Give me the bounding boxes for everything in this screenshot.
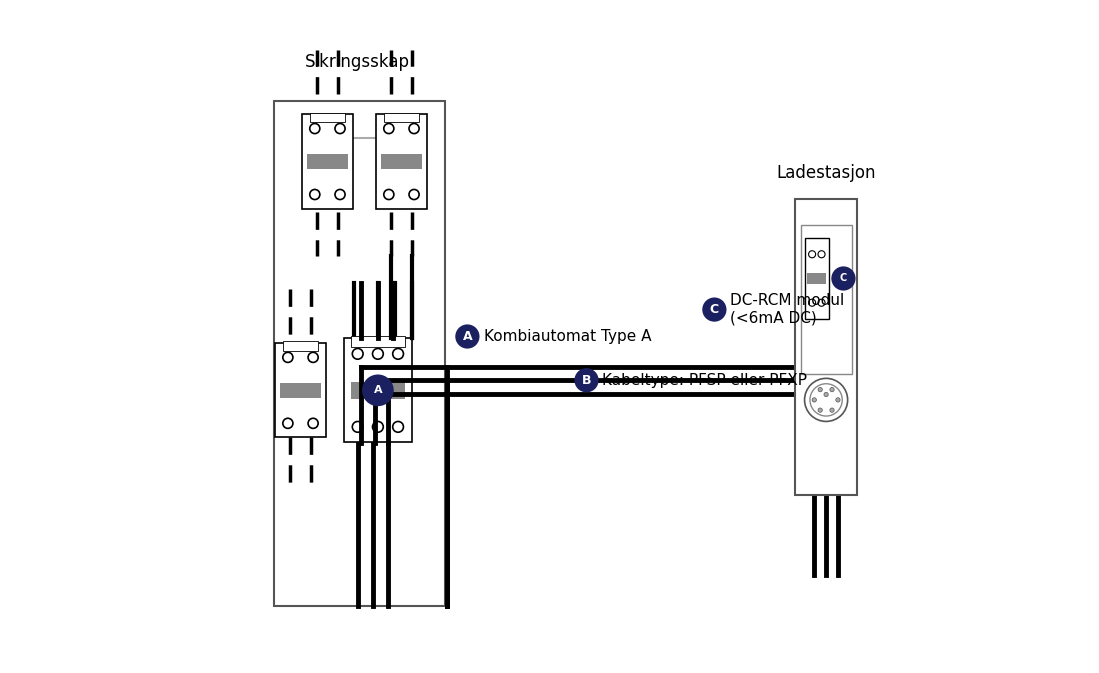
Bar [376, 114, 426, 209]
Circle shape [335, 189, 345, 200]
Bar [308, 154, 347, 169]
Circle shape [363, 376, 392, 405]
Circle shape [830, 388, 834, 392]
Bar [351, 382, 404, 398]
Bar [384, 112, 419, 122]
Bar [351, 336, 404, 347]
Circle shape [836, 398, 840, 402]
Text: Sikringsskap: Sikringsskap [306, 52, 410, 71]
Circle shape [818, 251, 825, 258]
Text: C: C [710, 303, 719, 316]
Circle shape [804, 378, 847, 421]
Text: Ladestasjon: Ladestasjon [776, 164, 876, 182]
Circle shape [818, 408, 822, 413]
Circle shape [308, 418, 318, 429]
Bar [806, 238, 829, 319]
Circle shape [373, 421, 384, 432]
Circle shape [409, 124, 419, 134]
Circle shape [384, 189, 393, 200]
Circle shape [308, 353, 318, 362]
Bar [344, 339, 411, 443]
Text: C: C [840, 273, 847, 283]
Circle shape [353, 349, 363, 359]
Bar [280, 383, 321, 398]
Text: DC-RCM modul
(<6mA DC): DC-RCM modul (<6mA DC) [730, 293, 844, 326]
Text: B: B [581, 374, 591, 387]
Circle shape [310, 124, 320, 134]
Circle shape [830, 408, 834, 413]
Circle shape [809, 299, 815, 306]
Circle shape [455, 324, 479, 349]
Circle shape [818, 388, 822, 392]
Circle shape [824, 392, 829, 396]
Text: A: A [374, 386, 382, 395]
Bar [302, 114, 353, 209]
Circle shape [392, 421, 403, 432]
Circle shape [373, 349, 384, 359]
Bar [282, 341, 318, 351]
Bar [310, 112, 345, 122]
Circle shape [810, 384, 842, 416]
Bar [274, 101, 445, 606]
Circle shape [282, 418, 293, 429]
Circle shape [282, 353, 293, 362]
Bar [808, 273, 826, 284]
Text: Kabeltype: PFSP eller PFXP: Kabeltype: PFSP eller PFXP [602, 373, 807, 388]
Circle shape [384, 124, 393, 134]
Circle shape [702, 297, 726, 322]
Bar [381, 154, 422, 169]
Bar [275, 343, 325, 437]
Circle shape [392, 349, 403, 359]
Circle shape [335, 124, 345, 134]
Circle shape [310, 189, 320, 200]
Text: A: A [463, 330, 473, 343]
Bar [800, 225, 852, 374]
Circle shape [353, 421, 363, 432]
Circle shape [818, 299, 825, 306]
Circle shape [809, 251, 815, 258]
Circle shape [812, 398, 817, 402]
Circle shape [409, 189, 419, 200]
Circle shape [831, 267, 855, 291]
Bar [796, 199, 857, 495]
Text: Kombiautomat Type A: Kombiautomat Type A [484, 329, 651, 344]
Circle shape [575, 368, 599, 392]
